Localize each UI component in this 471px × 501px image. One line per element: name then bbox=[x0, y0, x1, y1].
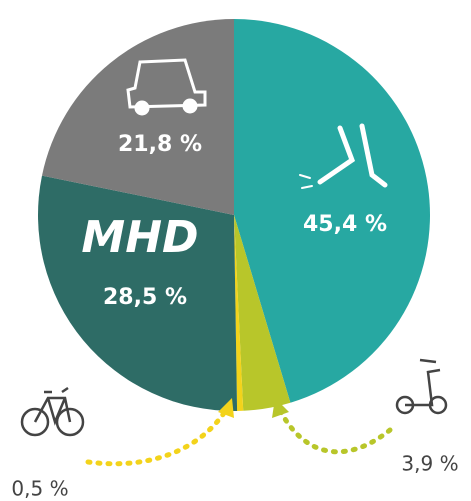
data-label: 3,9 % bbox=[401, 452, 458, 476]
pie bbox=[38, 19, 431, 411]
pointer-arrow bbox=[277, 407, 393, 455]
data-label: 45,4 % bbox=[303, 212, 387, 237]
category-label: MHD bbox=[81, 212, 198, 263]
pie-slice bbox=[234, 215, 244, 411]
bike-icon bbox=[20, 386, 85, 437]
pointer-arrow-head bbox=[218, 398, 234, 418]
scooter-icon bbox=[395, 358, 448, 415]
pie-slice bbox=[234, 215, 291, 411]
pie-slice bbox=[38, 175, 238, 411]
pointer-arrow-head bbox=[272, 398, 289, 418]
pie-slice bbox=[234, 19, 431, 403]
car-icon bbox=[126, 58, 207, 116]
data-label: 28,5 % bbox=[103, 285, 187, 310]
walk-icon bbox=[299, 123, 388, 189]
data-label: 21,8 % bbox=[118, 132, 202, 157]
data-label: 0,5 % bbox=[11, 477, 68, 501]
pointer-arrow bbox=[85, 407, 229, 467]
